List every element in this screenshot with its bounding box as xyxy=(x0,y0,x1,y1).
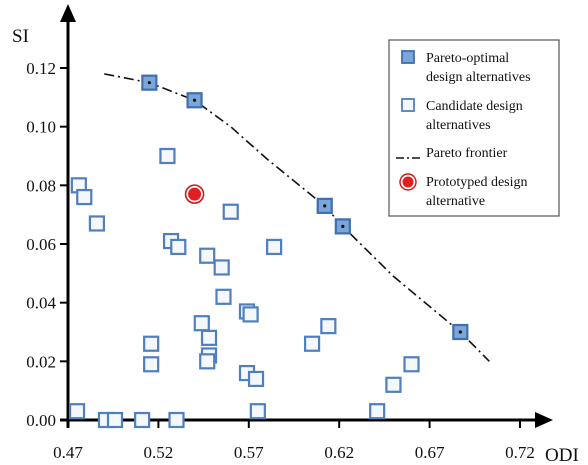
candidate-point xyxy=(88,215,106,232)
candidate-point xyxy=(266,238,283,256)
candidate-point xyxy=(76,188,93,206)
pareto-frontier-line xyxy=(104,73,490,362)
legend-label: Pareto frontier xyxy=(426,146,508,161)
legend-label: alternatives xyxy=(426,118,491,133)
prototype-point xyxy=(188,187,202,201)
y-tick-label: 0.02 xyxy=(26,352,56,371)
legend-pareto-marker xyxy=(401,50,415,64)
candidate-point xyxy=(68,403,86,420)
candidate-point xyxy=(143,356,160,373)
pareto-point-dot xyxy=(341,224,345,228)
candidate-point xyxy=(200,329,218,346)
candidate-point xyxy=(320,318,337,335)
legend-label: Candidate design xyxy=(426,99,523,114)
y-tick-label: 0.12 xyxy=(26,59,56,78)
y-tick-label: 0.08 xyxy=(26,176,56,195)
pareto-point-dot xyxy=(458,330,462,334)
y-tick-label: 0.00 xyxy=(26,411,56,430)
candidate-point xyxy=(213,259,230,276)
prototype-point-group xyxy=(184,184,205,204)
candidate-point xyxy=(193,315,210,332)
y-tick-label: 0.10 xyxy=(26,118,56,137)
legend: Pareto-optimal design alternatives Candida… xyxy=(388,39,560,217)
candidate-point xyxy=(222,203,239,220)
candidate-point xyxy=(303,335,321,352)
candidate-point xyxy=(403,356,420,373)
candidate-point xyxy=(106,411,124,429)
candidate-point xyxy=(134,411,151,429)
pareto-points-group xyxy=(141,74,469,341)
y-axis-arrow xyxy=(60,4,76,22)
x-tick-label: 0.47 xyxy=(53,443,83,462)
candidate-point xyxy=(249,403,266,420)
legend-box xyxy=(388,39,560,217)
candidate-point xyxy=(170,238,187,256)
x-tick-label: 0.62 xyxy=(324,443,354,462)
pareto-point-dot xyxy=(192,98,197,102)
candidate-point xyxy=(199,247,216,264)
legend-label: alternative xyxy=(426,194,485,209)
x-tick-label: 0.57 xyxy=(234,443,264,462)
candidate-point xyxy=(159,147,176,165)
x-tick-label: 0.52 xyxy=(144,443,174,462)
candidate-point xyxy=(247,370,265,388)
candidate-point xyxy=(143,335,160,352)
candidate-point xyxy=(168,411,185,429)
x-axis-arrow xyxy=(535,412,553,428)
legend-prototype-marker xyxy=(402,176,414,188)
y-tick-label: 0.04 xyxy=(26,294,56,313)
y-axis-label: SI xyxy=(12,26,29,47)
legend-label: design alternatives xyxy=(426,70,531,85)
x-tick-label: 0.72 xyxy=(505,443,535,462)
candidate-points-group xyxy=(68,147,420,429)
legend-label: Pareto-optimal xyxy=(426,51,509,66)
candidate-point xyxy=(369,403,386,420)
pareto-frontier-group xyxy=(104,73,490,362)
candidate-point xyxy=(242,306,259,323)
y-tick-label: 0.06 xyxy=(26,235,56,254)
pareto-point-dot xyxy=(147,81,151,85)
x-tick-label: 0.67 xyxy=(415,443,445,462)
candidate-point xyxy=(215,288,232,305)
candidate-point xyxy=(385,376,402,393)
candidate-point xyxy=(199,353,216,370)
pareto-point-dot xyxy=(323,204,327,208)
legend-label: Prototyped design xyxy=(426,175,528,190)
tick-labels: 0.47 0.52 0.57 0.62 0.67 0.72 0.00 0.02 0.04 0.06… xyxy=(26,59,535,462)
x-axis-label: ODI xyxy=(545,445,579,465)
legend-candidate-marker xyxy=(401,98,415,112)
